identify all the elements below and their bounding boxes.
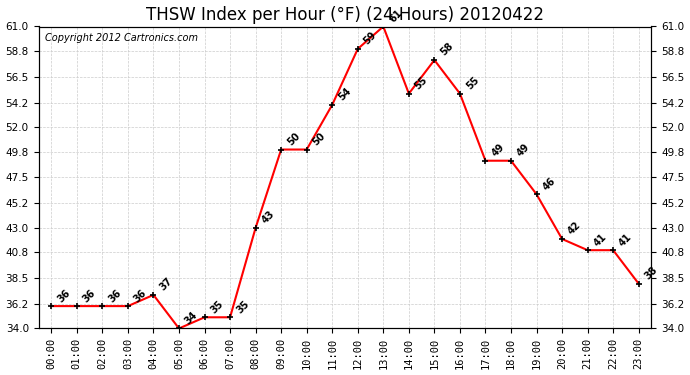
Text: 50: 50 — [311, 131, 328, 147]
Text: 54: 54 — [337, 86, 353, 103]
Text: 37: 37 — [157, 276, 175, 293]
Text: 46: 46 — [541, 176, 558, 192]
Text: 41: 41 — [618, 231, 634, 248]
Text: 36: 36 — [106, 287, 123, 304]
Text: 38: 38 — [643, 265, 660, 282]
Text: 36: 36 — [132, 287, 149, 304]
Text: 34: 34 — [183, 310, 200, 326]
Text: 35: 35 — [208, 298, 226, 315]
Text: 35: 35 — [234, 298, 251, 315]
Text: 41: 41 — [592, 231, 609, 248]
Text: 43: 43 — [259, 209, 277, 226]
Text: 49: 49 — [490, 142, 506, 159]
Text: 61: 61 — [388, 8, 404, 24]
Text: 58: 58 — [439, 41, 455, 58]
Text: 42: 42 — [566, 220, 583, 237]
Text: 50: 50 — [286, 131, 302, 147]
Text: 36: 36 — [81, 287, 97, 304]
Text: 36: 36 — [55, 287, 72, 304]
Text: Copyright 2012 Cartronics.com: Copyright 2012 Cartronics.com — [45, 33, 197, 42]
Text: 59: 59 — [362, 30, 379, 47]
Text: 49: 49 — [515, 142, 532, 159]
Text: 55: 55 — [413, 75, 430, 92]
Text: 55: 55 — [464, 75, 481, 92]
Title: THSW Index per Hour (°F) (24 Hours) 20120422: THSW Index per Hour (°F) (24 Hours) 2012… — [146, 6, 544, 24]
